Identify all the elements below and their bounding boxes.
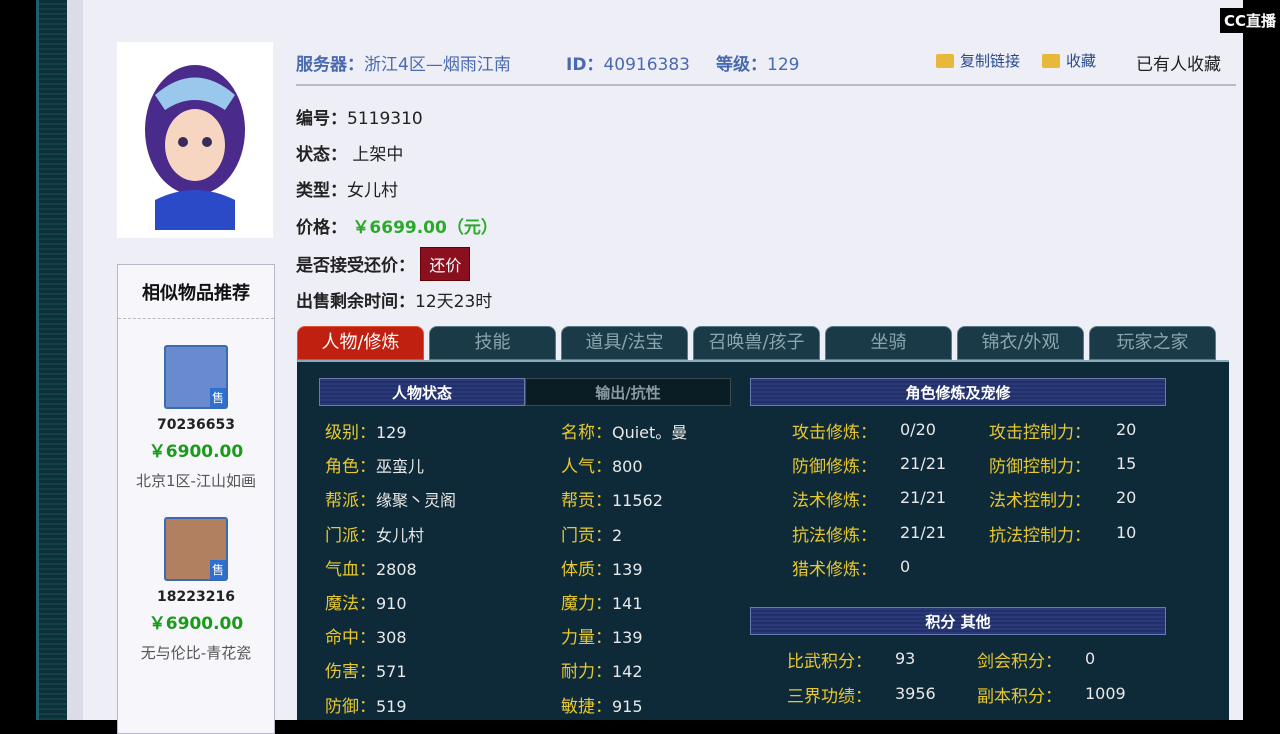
item-number: 编号：5119310 bbox=[296, 109, 423, 129]
item-type: 类型：女儿村 bbox=[296, 181, 398, 201]
remaining-time: 出售剩余时间：12天23时 bbox=[296, 292, 493, 312]
stat-mid-0: 名称：Quiet。曼 bbox=[561, 423, 688, 443]
similar-item-server: 无与伦比-青花瓷 bbox=[140, 644, 252, 662]
watermark: CC直播 bbox=[1219, 8, 1280, 33]
item-header: 服务器：浙江4区—烟雨江南 ID：40916383 等级：129 复制链接 收藏… bbox=[296, 48, 1236, 86]
character-portrait bbox=[117, 42, 273, 238]
score-header: 积分 其他 bbox=[750, 607, 1166, 635]
stat-mid-2: 帮贡：11562 bbox=[561, 491, 663, 512]
character-panel: 人物状态 输出/抗性 角色修炼及宠修 积分 其他 级别：129 角色：巫蛮儿帮派：… bbox=[297, 360, 1229, 720]
tab-items[interactable]: 道具/法宝 bbox=[561, 326, 688, 360]
favorite-icon bbox=[1042, 54, 1060, 68]
tab-outfits[interactable]: 锦衣/外观 bbox=[957, 326, 1084, 360]
item-detail-page: 相似物品推荐 售 70236653 ￥6900.00 北京1区-江山如画 售 1… bbox=[83, 0, 1243, 734]
similar-item-id: 18223216 bbox=[157, 589, 235, 605]
sale-badge: 售 bbox=[209, 560, 226, 579]
tab-home[interactable]: 玩家之家 bbox=[1089, 326, 1216, 360]
tab-character[interactable]: 人物/修炼 bbox=[297, 326, 424, 360]
stat-scoresA-0: 比武积分： 93 bbox=[787, 649, 916, 672]
stat-ctrl-0: 攻击控制力： 20 bbox=[989, 420, 1137, 443]
id-value: 40916383 bbox=[603, 55, 690, 75]
level-label: 等级： bbox=[716, 55, 767, 75]
subtab-status[interactable]: 人物状态 bbox=[319, 378, 525, 406]
stat-left-6: 命中：308 bbox=[325, 628, 407, 649]
cultivation-header: 角色修炼及宠修 bbox=[750, 378, 1166, 406]
similar-item-thumbnail[interactable]: 售 bbox=[164, 517, 228, 581]
favorite-label: 收藏 bbox=[1066, 52, 1097, 70]
stat-cult-1: 防御修炼： 21/21 bbox=[792, 454, 947, 478]
stat-mid-8: 敏捷：915 bbox=[561, 696, 643, 717]
stat-ctrl-3: 抗法控制力： 10 bbox=[989, 522, 1137, 546]
similar-item-thumbnail[interactable]: 售 bbox=[164, 345, 228, 409]
stat-cult-2: 法术修炼： 21/21 bbox=[792, 488, 947, 512]
item-price: 价格： ￥6699.00（元） bbox=[296, 218, 498, 238]
id-label: ID： bbox=[566, 55, 604, 75]
left-border bbox=[36, 0, 67, 720]
similar-items-title: 相似物品推荐 bbox=[118, 265, 274, 319]
tab-pets[interactable]: 召唤兽/孩子 bbox=[693, 326, 820, 360]
bargain-button[interactable]: 还价 bbox=[420, 247, 471, 281]
stat-mid-6: 力量：139 bbox=[561, 628, 643, 649]
server-label: 服务器： bbox=[296, 55, 364, 75]
stat-left-1: 角色：巫蛮儿 bbox=[325, 457, 425, 478]
similar-items-panel: 相似物品推荐 售 70236653 ￥6900.00 北京1区-江山如画 售 1… bbox=[117, 264, 275, 734]
stat-mid-4: 体质：139 bbox=[561, 559, 643, 580]
stat-mid-7: 耐力：142 bbox=[561, 662, 643, 683]
stat-left-0: 级别：129 bbox=[325, 423, 407, 443]
copy-link-label: 复制链接 bbox=[960, 52, 1021, 70]
similar-item[interactable]: 售 18223216 ￥6900.00 无与伦比-青花瓷 bbox=[118, 517, 274, 663]
link-icon bbox=[936, 54, 954, 68]
stat-ctrl-1: 防御控制力： 15 bbox=[989, 454, 1137, 478]
tab-mounts[interactable]: 坐骑 bbox=[825, 326, 952, 360]
stat-scoresB-1: 副本积分： 1009 bbox=[977, 684, 1126, 707]
stat-mid-3: 门贡：2 bbox=[561, 525, 623, 546]
subtab-output[interactable]: 输出/抗性 bbox=[525, 378, 731, 406]
similar-item-price: ￥6900.00 bbox=[148, 614, 244, 634]
detail-tabs: 人物/修炼 技能 道具/法宝 召唤兽/孩子 坐骑 锦衣/外观 玩家之家 bbox=[297, 326, 1216, 360]
stat-cult-0: 攻击修炼： 0/20 bbox=[792, 420, 936, 443]
similar-item-price: ￥6900.00 bbox=[148, 442, 244, 462]
stat-cult-4: 猎术修炼： 0 bbox=[792, 556, 911, 580]
stat-left-4: 气血：2808 bbox=[325, 559, 417, 580]
similar-item-server: 北京1区-江山如画 bbox=[136, 472, 256, 490]
left-gutter bbox=[67, 0, 83, 720]
stat-left-8: 防御：519 bbox=[325, 696, 407, 717]
stat-scoresB-0: 剑会积分： 0 bbox=[977, 649, 1096, 672]
stat-left-2: 帮派：缘聚丶灵阁 bbox=[325, 491, 457, 512]
stat-left-5: 魔法：910 bbox=[325, 594, 407, 614]
stat-cult-3: 抗法修炼： 21/21 bbox=[792, 522, 947, 546]
stat-left-7: 伤害：571 bbox=[325, 662, 407, 683]
copy-link-button[interactable]: 复制链接 bbox=[936, 50, 1020, 71]
level-value: 129 bbox=[767, 55, 800, 75]
item-status: 状态： 上架中 bbox=[296, 145, 404, 165]
favorite-button[interactable]: 收藏 bbox=[1042, 50, 1096, 71]
similar-item-id: 70236653 bbox=[157, 417, 235, 433]
stat-ctrl-2: 法术控制力： 20 bbox=[989, 488, 1137, 512]
stat-scoresA-1: 三界功绩： 3956 bbox=[787, 684, 936, 707]
bargain-row: 是否接受还价： 还价 bbox=[296, 247, 471, 281]
similar-item[interactable]: 售 70236653 ￥6900.00 北京1区-江山如画 bbox=[118, 345, 274, 491]
stat-mid-1: 人气：800 bbox=[561, 457, 643, 478]
stat-left-3: 门派：女儿村 bbox=[325, 525, 425, 546]
tab-skills[interactable]: 技能 bbox=[429, 326, 556, 360]
stat-mid-5: 魔力：141 bbox=[561, 594, 643, 614]
server-value: 浙江4区—烟雨江南 bbox=[364, 55, 511, 75]
favorite-count: 已有人收藏 bbox=[1136, 55, 1221, 75]
sale-badge: 售 bbox=[209, 388, 226, 407]
